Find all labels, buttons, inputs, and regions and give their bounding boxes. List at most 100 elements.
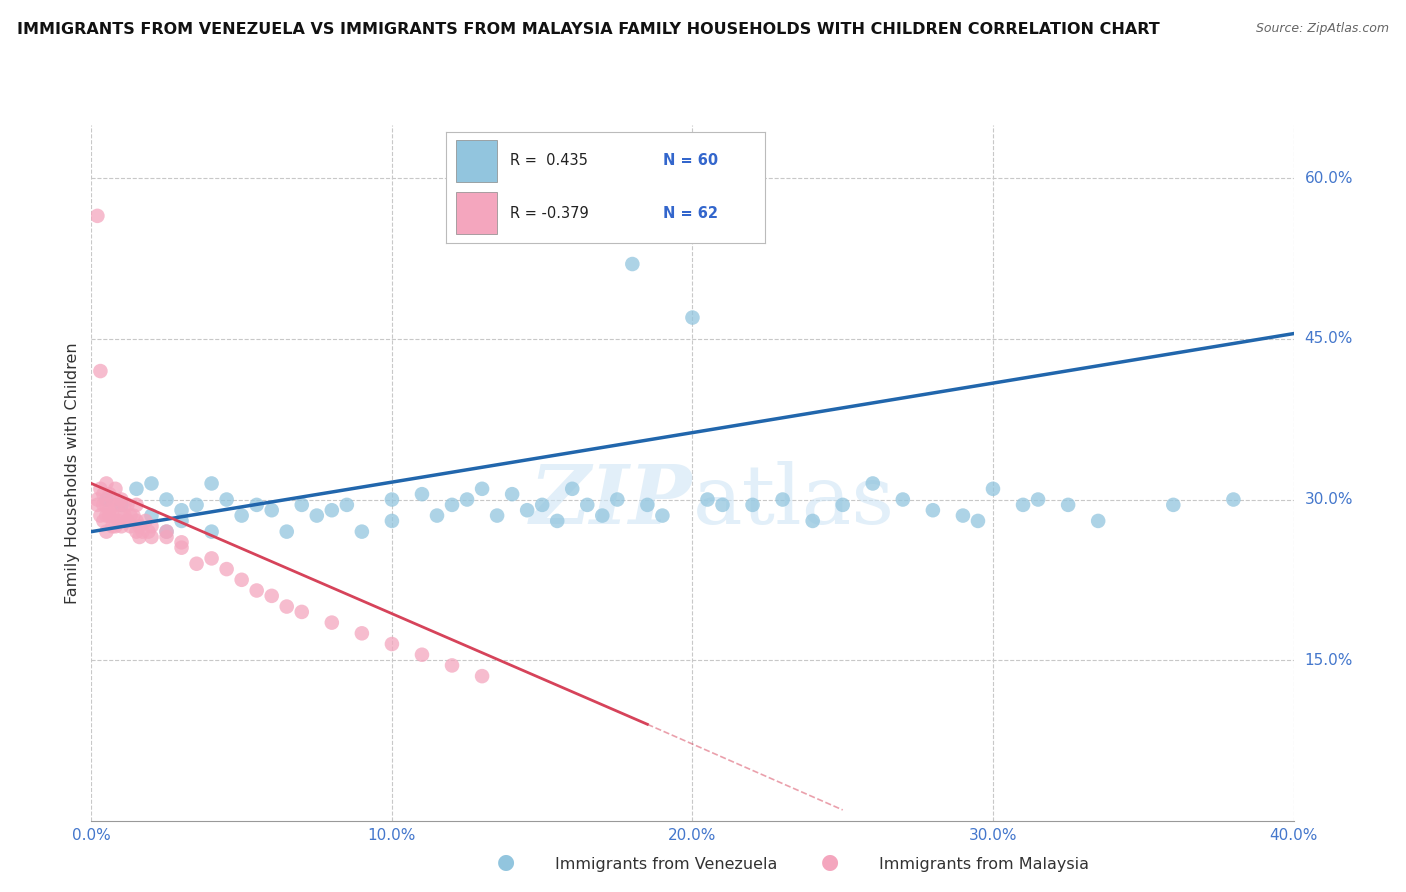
Point — [89, 482, 111, 496]
Point — [381, 514, 404, 528]
Point — [110, 492, 132, 507]
Point — [93, 514, 115, 528]
Point — [711, 498, 734, 512]
Point — [636, 498, 658, 512]
Point — [125, 498, 148, 512]
Point — [96, 524, 118, 539]
Point — [125, 514, 148, 528]
Point — [276, 599, 298, 614]
Point — [501, 487, 523, 501]
Point — [101, 492, 124, 507]
Point — [117, 498, 139, 512]
Point — [98, 503, 121, 517]
Point — [967, 514, 990, 528]
Point — [651, 508, 673, 523]
Point — [93, 487, 115, 501]
Point — [96, 498, 118, 512]
Point — [291, 498, 314, 512]
Point — [321, 615, 343, 630]
Point — [321, 503, 343, 517]
Point — [86, 209, 108, 223]
Point — [681, 310, 703, 325]
Text: Immigrants from Malaysia: Immigrants from Malaysia — [879, 857, 1088, 872]
Point — [952, 508, 974, 523]
Point — [134, 514, 156, 528]
Point — [381, 637, 404, 651]
Point — [291, 605, 314, 619]
Point — [1222, 492, 1244, 507]
Point — [107, 498, 129, 512]
Point — [114, 508, 136, 523]
Point — [260, 503, 283, 517]
Point — [381, 492, 404, 507]
Point — [104, 498, 127, 512]
Point — [201, 524, 224, 539]
Point — [891, 492, 914, 507]
Text: ●: ● — [498, 853, 515, 872]
Text: 45.0%: 45.0% — [1305, 332, 1353, 346]
Text: Immigrants from Venezuela: Immigrants from Venezuela — [555, 857, 778, 872]
Point — [471, 482, 494, 496]
Point — [86, 498, 108, 512]
Point — [120, 508, 142, 523]
Point — [276, 524, 298, 539]
Point — [101, 508, 124, 523]
Point — [128, 519, 150, 533]
Point — [186, 498, 208, 512]
Point — [531, 498, 554, 512]
Point — [801, 514, 824, 528]
Point — [104, 482, 127, 496]
Point — [107, 514, 129, 528]
Point — [862, 476, 884, 491]
Point — [621, 257, 644, 271]
Point — [117, 514, 139, 528]
Point — [350, 524, 373, 539]
Point — [125, 524, 148, 539]
Point — [591, 508, 613, 523]
Point — [138, 524, 160, 539]
Text: 60.0%: 60.0% — [1305, 171, 1353, 186]
Point — [456, 492, 478, 507]
Point — [93, 498, 115, 512]
Point — [440, 498, 463, 512]
Point — [246, 498, 269, 512]
Point — [155, 524, 177, 539]
Text: ZIP: ZIP — [530, 460, 692, 541]
Point — [772, 492, 794, 507]
Point — [120, 519, 142, 533]
Point — [86, 492, 108, 507]
Point — [170, 514, 193, 528]
Point — [561, 482, 583, 496]
Point — [96, 476, 118, 491]
Point — [110, 519, 132, 533]
Point — [141, 530, 163, 544]
Point — [96, 492, 118, 507]
Point — [922, 503, 945, 517]
Point — [981, 482, 1004, 496]
Text: IMMIGRANTS FROM VENEZUELA VS IMMIGRANTS FROM MALAYSIA FAMILY HOUSEHOLDS WITH CHI: IMMIGRANTS FROM VENEZUELA VS IMMIGRANTS … — [17, 22, 1160, 37]
Point — [98, 508, 121, 523]
Point — [305, 508, 328, 523]
Text: 15.0%: 15.0% — [1305, 653, 1353, 667]
Point — [141, 519, 163, 533]
Text: 30.0%: 30.0% — [1305, 492, 1353, 507]
Text: Source: ZipAtlas.com: Source: ZipAtlas.com — [1256, 22, 1389, 36]
Point — [89, 364, 111, 378]
Point — [336, 498, 359, 512]
Point — [201, 551, 224, 566]
Point — [110, 508, 132, 523]
Point — [215, 492, 238, 507]
Text: ●: ● — [821, 853, 838, 872]
Point — [576, 498, 599, 512]
Point — [114, 498, 136, 512]
Point — [128, 530, 150, 544]
Point — [101, 519, 124, 533]
Point — [155, 524, 177, 539]
Point — [350, 626, 373, 640]
Point — [141, 476, 163, 491]
Point — [411, 648, 433, 662]
Point — [1161, 498, 1184, 512]
Point — [89, 508, 111, 523]
Point — [1087, 514, 1109, 528]
Point — [1026, 492, 1049, 507]
